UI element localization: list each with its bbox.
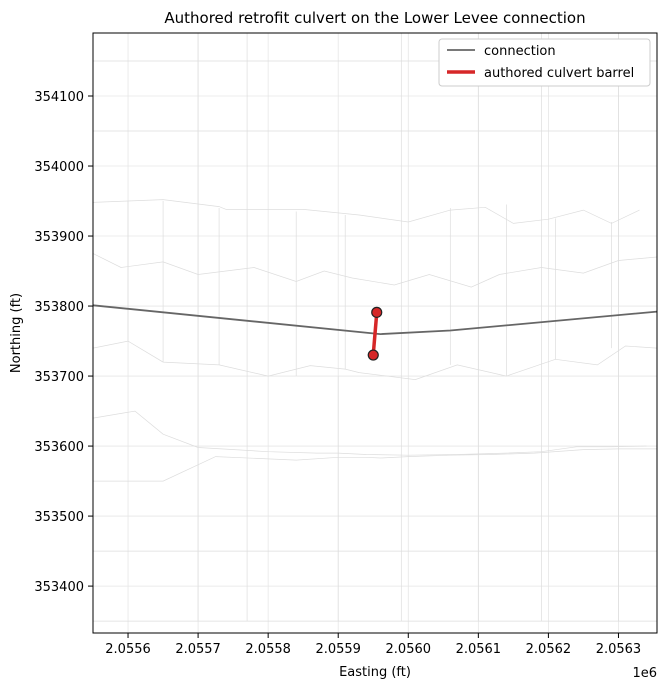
y-axis-ticks: 353400 353500 353600 353700 353800 353900 3540… <box>34 90 93 595</box>
legend: connection authored culvert barrel <box>438 38 651 87</box>
x-axis-ticks: 2.0556 2.0557 2.0558 2.0559 2.0560 2.0561 2.05… <box>105 633 641 657</box>
x-tick-label: 2.0556 <box>105 642 151 657</box>
x-tick-label: 2.0561 <box>456 642 502 657</box>
x-tick-label: 2.0562 <box>526 642 572 657</box>
x-tick-label: 2.0560 <box>386 642 432 657</box>
plot-frame <box>92 32 658 634</box>
mesh-line <box>93 253 657 288</box>
legend-label-connection: connection <box>484 44 556 59</box>
culvert-barrel-line <box>371 312 379 356</box>
data-series <box>93 304 657 356</box>
mesh-line <box>93 199 640 224</box>
x-tick-label: 2.0563 <box>596 642 642 657</box>
y-tick-label: 353700 <box>34 370 84 385</box>
x-tick-label: 2.0558 <box>245 642 291 657</box>
mesh-line <box>93 448 657 482</box>
legend-frame <box>438 38 651 87</box>
y-tick-label: 353600 <box>34 440 84 455</box>
y-tick-label: 353400 <box>34 580 84 595</box>
y-tick-label: 354000 <box>34 160 84 175</box>
x-axis-offset-label: 1e6 <box>632 666 657 681</box>
mesh-line <box>93 340 657 380</box>
x-axis-label: Easting (ft) <box>339 665 411 680</box>
legend-label-culvert: authored culvert barrel <box>484 66 634 81</box>
mesh-line <box>93 410 647 456</box>
x-tick-label: 2.0557 <box>175 642 221 657</box>
culvert-endpoint-marker <box>367 349 379 361</box>
connection-line <box>93 304 657 336</box>
culvert-endpoint-marker <box>371 306 383 318</box>
y-tick-label: 353900 <box>34 230 84 245</box>
x-tick-label: 2.0559 <box>315 642 361 657</box>
y-tick-label: 353800 <box>34 300 84 315</box>
y-tick-label: 354100 <box>34 90 84 105</box>
chart-title: Authored retrofit culvert on the Lower L… <box>164 9 585 27</box>
culvert-endpoints <box>367 306 383 361</box>
y-axis-label: Northing (ft) <box>9 293 24 373</box>
y-tick-label: 353500 <box>34 510 84 525</box>
